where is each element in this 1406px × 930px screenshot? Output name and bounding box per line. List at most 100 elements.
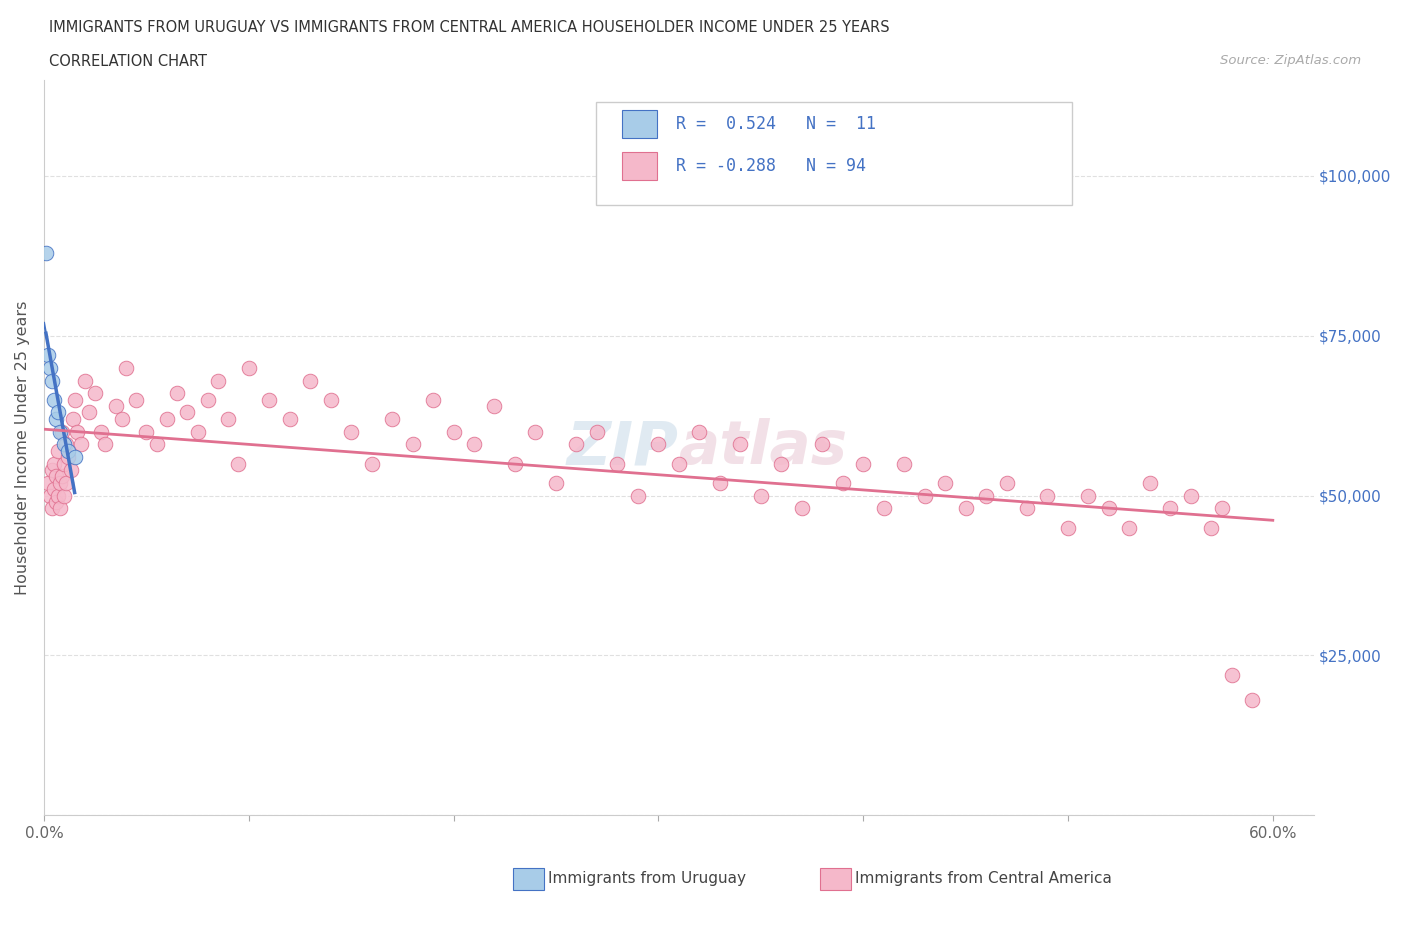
Point	[135, 424, 157, 439]
Point	[217, 411, 239, 426]
Point	[156, 411, 179, 426]
Point	[606, 457, 628, 472]
Point	[62, 411, 84, 426]
Point	[872, 501, 894, 516]
Point	[49, 475, 72, 490]
Point	[1036, 488, 1059, 503]
Text: IMMIGRANTS FROM URUGUAY VS IMMIGRANTS FROM CENTRAL AMERICA HOUSEHOLDER INCOME UN: IMMIGRANTS FROM URUGUAY VS IMMIGRANTS FR…	[49, 20, 890, 35]
Point	[1159, 501, 1181, 516]
Point	[484, 399, 506, 414]
Point	[41, 373, 63, 388]
Point	[1180, 488, 1202, 503]
Point	[186, 424, 208, 439]
Text: CORRELATION CHART: CORRELATION CHART	[49, 54, 207, 69]
Point	[63, 450, 86, 465]
Bar	[621, 153, 657, 180]
Point	[934, 475, 956, 490]
Point	[770, 457, 793, 472]
Point	[1118, 520, 1140, 535]
Point	[1057, 520, 1080, 535]
Point	[647, 437, 669, 452]
Point	[53, 488, 76, 503]
Point	[914, 488, 936, 503]
Point	[299, 373, 322, 388]
Point	[955, 501, 977, 516]
Point	[995, 475, 1018, 490]
Point	[37, 475, 59, 490]
FancyBboxPatch shape	[596, 102, 1073, 205]
Point	[228, 457, 250, 472]
Point	[55, 437, 77, 452]
Point	[852, 457, 875, 472]
Point	[66, 424, 89, 439]
Point	[45, 495, 67, 510]
Text: ZIP: ZIP	[567, 418, 679, 477]
Point	[1077, 488, 1099, 503]
Point	[503, 457, 526, 472]
Point	[319, 392, 342, 407]
Point	[39, 360, 62, 375]
Point	[1241, 693, 1264, 708]
Point	[46, 405, 69, 420]
Point	[1015, 501, 1038, 516]
Point	[77, 405, 100, 420]
Point	[974, 488, 997, 503]
Point	[46, 444, 69, 458]
Text: Source: ZipAtlas.com: Source: ZipAtlas.com	[1220, 54, 1361, 67]
Point	[51, 469, 73, 484]
Point	[42, 457, 65, 472]
Point	[41, 462, 63, 477]
Point	[586, 424, 609, 439]
Point	[360, 457, 382, 472]
Point	[790, 501, 813, 516]
Text: R = -0.288   N = 94: R = -0.288 N = 94	[676, 157, 866, 175]
Point	[42, 392, 65, 407]
Point	[90, 424, 112, 439]
Point	[340, 424, 363, 439]
Point	[73, 373, 96, 388]
Point	[49, 501, 72, 516]
Point	[565, 437, 588, 452]
Point	[422, 392, 444, 407]
Point	[893, 457, 915, 472]
Point	[1220, 667, 1243, 682]
Point	[443, 424, 465, 439]
Point	[41, 501, 63, 516]
Point	[145, 437, 167, 452]
Text: atlas: atlas	[679, 418, 848, 477]
Point	[207, 373, 229, 388]
Point	[831, 475, 853, 490]
Point	[114, 360, 136, 375]
Point	[45, 469, 67, 484]
Point	[46, 488, 69, 503]
Point	[463, 437, 485, 452]
Point	[94, 437, 117, 452]
Point	[749, 488, 772, 503]
Point	[59, 462, 82, 477]
Point	[49, 424, 72, 439]
Point	[55, 475, 77, 490]
Point	[668, 457, 690, 472]
Point	[53, 437, 76, 452]
Point	[197, 392, 219, 407]
Point	[45, 411, 67, 426]
Point	[111, 411, 134, 426]
Point	[51, 424, 73, 439]
Point	[544, 475, 567, 490]
Point	[39, 488, 62, 503]
Point	[278, 411, 301, 426]
Text: R =  0.524   N =  11: R = 0.524 N = 11	[676, 115, 876, 133]
Point	[238, 360, 260, 375]
Point	[35, 246, 58, 260]
Point	[69, 437, 91, 452]
Point	[104, 399, 127, 414]
Point	[166, 386, 188, 401]
Point	[524, 424, 547, 439]
Point	[811, 437, 834, 452]
Point	[381, 411, 404, 426]
Point	[84, 386, 107, 401]
Text: Immigrants from Uruguay: Immigrants from Uruguay	[548, 871, 747, 886]
Point	[63, 392, 86, 407]
Point	[627, 488, 650, 503]
Point	[730, 437, 752, 452]
